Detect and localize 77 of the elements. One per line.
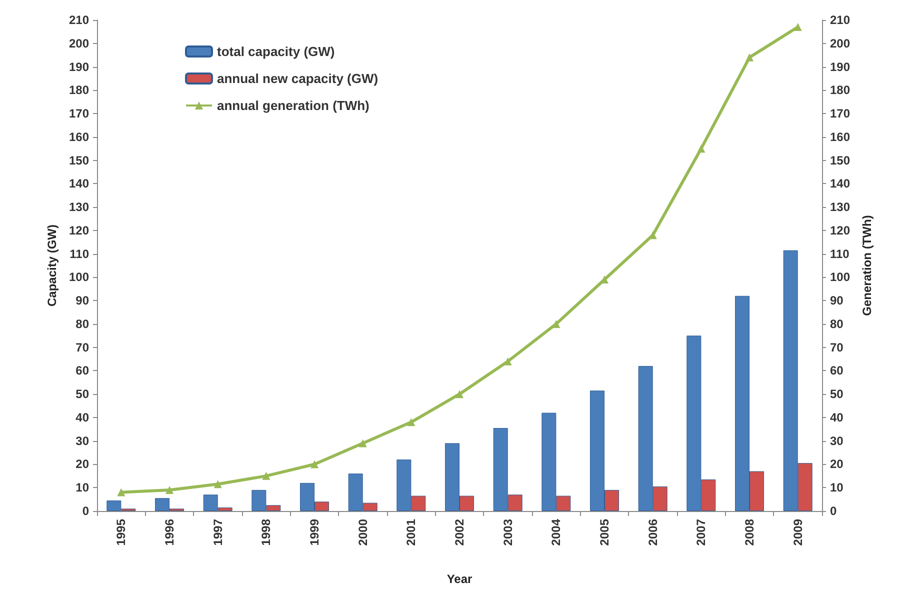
x-tick-label: 1997 bbox=[210, 518, 225, 546]
x-tick-label: 2003 bbox=[500, 518, 515, 546]
x-tick-label: 2007 bbox=[694, 518, 708, 546]
x-axis-title: Year bbox=[446, 572, 473, 586]
y2-tick-label: 170 bbox=[830, 106, 850, 121]
x-tick-label: 2005 bbox=[598, 518, 612, 546]
y-tick-label: 110 bbox=[70, 246, 90, 261]
point bbox=[407, 418, 416, 426]
x-tick-label: 2008 bbox=[742, 518, 756, 546]
x-tick-label: 2004 bbox=[549, 518, 564, 546]
y2-tick-label: 140 bbox=[830, 176, 850, 191]
y-tick-label: 20 bbox=[76, 457, 90, 472]
y-tick-label: 90 bbox=[76, 294, 90, 308]
point bbox=[166, 486, 174, 494]
x-tick-label: 2002 bbox=[452, 518, 466, 546]
x-tick-label: 1996 bbox=[162, 518, 176, 546]
y2-tick-label: 40 bbox=[830, 410, 844, 424]
y2-tick-label: 90 bbox=[830, 294, 844, 308]
y-tick-label: 140 bbox=[68, 176, 90, 191]
point bbox=[214, 480, 222, 488]
y2-tick-label: 0 bbox=[830, 504, 837, 518]
y2-tick-label: 50 bbox=[830, 387, 844, 402]
legend-label: annual generation (TWh) bbox=[217, 98, 370, 113]
y2-tick-label: 30 bbox=[830, 434, 844, 448]
y2-tick-label: 70 bbox=[830, 340, 844, 354]
point bbox=[504, 357, 512, 366]
y-tick-label: 60 bbox=[76, 364, 90, 378]
point bbox=[697, 144, 706, 153]
y-tick-label: 200 bbox=[68, 36, 90, 50]
point bbox=[794, 23, 802, 32]
y2-tick-label: 110 bbox=[830, 246, 850, 261]
x-tick-label: 2000 bbox=[356, 518, 370, 546]
point bbox=[456, 390, 464, 398]
x-tick-label: 1998 bbox=[259, 518, 274, 546]
y2-tick-label: 20 bbox=[830, 457, 844, 472]
y-axis-title: Capacity (GW) bbox=[45, 224, 60, 307]
y-tick-label: 190 bbox=[68, 60, 90, 74]
y-tick-label: 100 bbox=[68, 270, 90, 284]
y2-tick-label: 180 bbox=[830, 83, 850, 98]
y2-tick-label: 190 bbox=[830, 60, 850, 74]
x-tick-label: 2006 bbox=[646, 518, 660, 546]
point bbox=[310, 460, 318, 468]
y-tick-label: 80 bbox=[76, 316, 90, 331]
y2-tick-label: 150 bbox=[830, 153, 850, 168]
y-tick-label: 10 bbox=[76, 480, 90, 495]
y-tick-label: 70 bbox=[76, 340, 90, 354]
y-tick-label: 160 bbox=[68, 130, 90, 144]
y2-tick-label: 10 bbox=[830, 480, 844, 495]
y2-tick-label: 130 bbox=[830, 200, 850, 214]
point bbox=[746, 53, 754, 62]
y-tick-label: 130 bbox=[68, 200, 90, 214]
y2-tick-label: 120 bbox=[830, 223, 850, 238]
y-tick-label: 150 bbox=[68, 153, 90, 168]
x-tick-label: 1995 bbox=[114, 518, 128, 546]
y2-tick-label: 100 bbox=[830, 270, 850, 284]
y-tick-label: 0 bbox=[82, 504, 90, 518]
y2-tick-label: 200 bbox=[830, 36, 850, 50]
y-tick-label: 180 bbox=[68, 83, 90, 98]
point bbox=[358, 439, 367, 448]
y2-tick-label: 80 bbox=[830, 316, 844, 331]
legend-label: total capacity (GW) bbox=[217, 44, 335, 59]
x-tick-label: 2001 bbox=[404, 518, 418, 546]
y-tick-label: 120 bbox=[68, 223, 90, 238]
legend-label: annual new capacity (GW) bbox=[217, 71, 378, 86]
point bbox=[262, 472, 270, 480]
y-tick-label: 40 bbox=[76, 410, 90, 424]
y-tick-label: 50 bbox=[76, 387, 90, 402]
x-tick-label: 2009 bbox=[790, 518, 805, 546]
y-tick-label: 210 bbox=[68, 13, 90, 27]
y2-tick-label: 60 bbox=[830, 364, 844, 378]
y-tick-label: 30 bbox=[76, 434, 90, 448]
point bbox=[117, 488, 126, 496]
y-tick-label: 170 bbox=[68, 106, 90, 121]
y2-axis-title: Generation (TWh) bbox=[860, 215, 874, 316]
y2-tick-label: 160 bbox=[830, 130, 850, 144]
y2-tick-label: 210 bbox=[830, 13, 850, 27]
x-tick-label: 1999 bbox=[308, 518, 322, 546]
